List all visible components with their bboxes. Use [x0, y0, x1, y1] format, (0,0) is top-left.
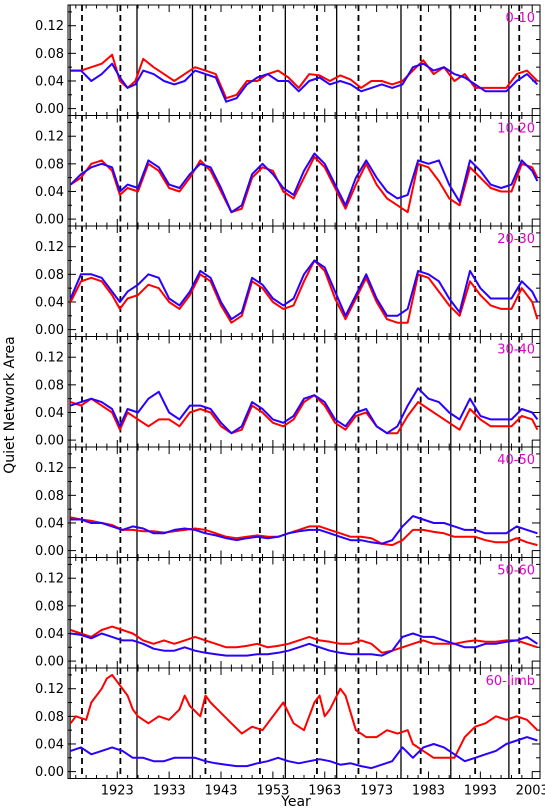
y-tick-label: 0.00: [35, 102, 64, 117]
y-axis-title: Quiet Network Area: [2, 336, 18, 473]
y-tick-label: 0.08: [35, 157, 64, 172]
y-tick-label: 0.00: [35, 765, 64, 780]
y-tick-label: 0.04: [35, 516, 64, 531]
panel-5: 0.00 0.04 0.08 0.12 50-60: [35, 557, 541, 670]
red-series-line: [70, 53, 539, 100]
red-series-line: [70, 394, 539, 435]
blue-series-line: [70, 387, 539, 435]
chart-panels: 0.00 0.04 0.08 0.12 0-10 0.00 0.04 0.08 0.12 10-2…: [35, 4, 541, 780]
blue-series-line: [69, 152, 539, 214]
y-tick-label: 0.00: [35, 655, 64, 670]
x-tick-label: 1933: [153, 784, 186, 799]
x-tick-label: 1943: [204, 784, 237, 799]
panel-label: 60-limb: [486, 674, 535, 689]
panel-3: 0.00 0.04 0.08 0.12 30-40: [35, 336, 541, 449]
y-tick-label: 0.12: [35, 572, 64, 587]
panel-1: 0.00 0.04 0.08 0.12 10-20: [35, 115, 541, 228]
panel-frame: [67, 4, 541, 116]
x-tick-label: 1953: [256, 784, 289, 799]
panel-4: 0.00 0.04 0.08 0.12 40-50: [35, 446, 541, 559]
red-series-line: [70, 625, 538, 654]
y-tick-label: 0.12: [35, 351, 64, 366]
panel-frame: [67, 446, 541, 558]
y-tick-label: 0.08: [35, 599, 64, 614]
y-tick-label: 0.00: [35, 213, 64, 228]
panel-label: 50-60: [497, 564, 535, 579]
blue-series-line: [69, 259, 539, 321]
y-tick-label: 0.08: [35, 489, 64, 504]
y-tick-label: 0.12: [35, 461, 64, 476]
blue-series-line: [70, 515, 538, 545]
y-tick-label: 0.04: [35, 74, 64, 89]
y-tick-label: 0.08: [35, 47, 64, 62]
panel-frame: [67, 557, 541, 669]
blue-series-line: [70, 632, 538, 657]
red-series-line: [70, 155, 539, 214]
panel-frame: [67, 336, 541, 448]
x-tick-labels: 1923 1933 1943 1953 1963 1973 1983 1993 2003: [101, 784, 545, 799]
panel-6: 0.00 0.04 0.08 0.12 60-limb: [35, 667, 541, 780]
panel-label: 10-20: [497, 122, 535, 137]
y-tick-label: 0.12: [35, 240, 64, 255]
x-tick-label: 1963: [308, 784, 341, 799]
panel-label: 20-30: [497, 232, 535, 247]
y-tick-label: 0.00: [35, 434, 64, 449]
y-tick-label: 0.08: [35, 378, 64, 393]
panel-0: 0.00 0.04 0.08 0.12 0-10: [35, 4, 541, 117]
panel-label: 0-10: [505, 11, 535, 26]
panel-label: 30-40: [497, 343, 535, 358]
y-tick-label: 0.00: [35, 544, 64, 559]
y-tick-label: 0.08: [35, 268, 64, 283]
y-tick-label: 0.04: [35, 406, 64, 421]
x-axis-title: Year: [280, 794, 311, 810]
panel-label: 40-50: [497, 453, 535, 468]
panel-2: 0.00 0.04 0.08 0.12 20-30: [35, 225, 541, 338]
red-series-line: [69, 259, 539, 324]
x-tick-label: 1923: [101, 784, 134, 799]
y-tick-label: 0.08: [35, 710, 64, 725]
y-tick-label: 0.12: [35, 682, 64, 697]
y-tick-label: 0.04: [35, 295, 64, 310]
y-tick-label: 0.04: [35, 185, 64, 200]
y-tick-label: 0.12: [35, 19, 64, 34]
blue-series-line: [70, 736, 538, 770]
y-tick-label: 0.12: [35, 130, 64, 145]
x-tick-label: 1993: [464, 784, 497, 799]
x-tick-label: 1973: [360, 784, 393, 799]
blue-series-line: [70, 62, 539, 103]
y-tick-label: 0.00: [35, 323, 64, 338]
red-series-line: [69, 673, 539, 759]
x-tick-label: 2003: [516, 784, 545, 799]
y-tick-label: 0.04: [35, 627, 64, 642]
x-tick-label: 1983: [412, 784, 445, 799]
y-tick-label: 0.04: [35, 737, 64, 752]
